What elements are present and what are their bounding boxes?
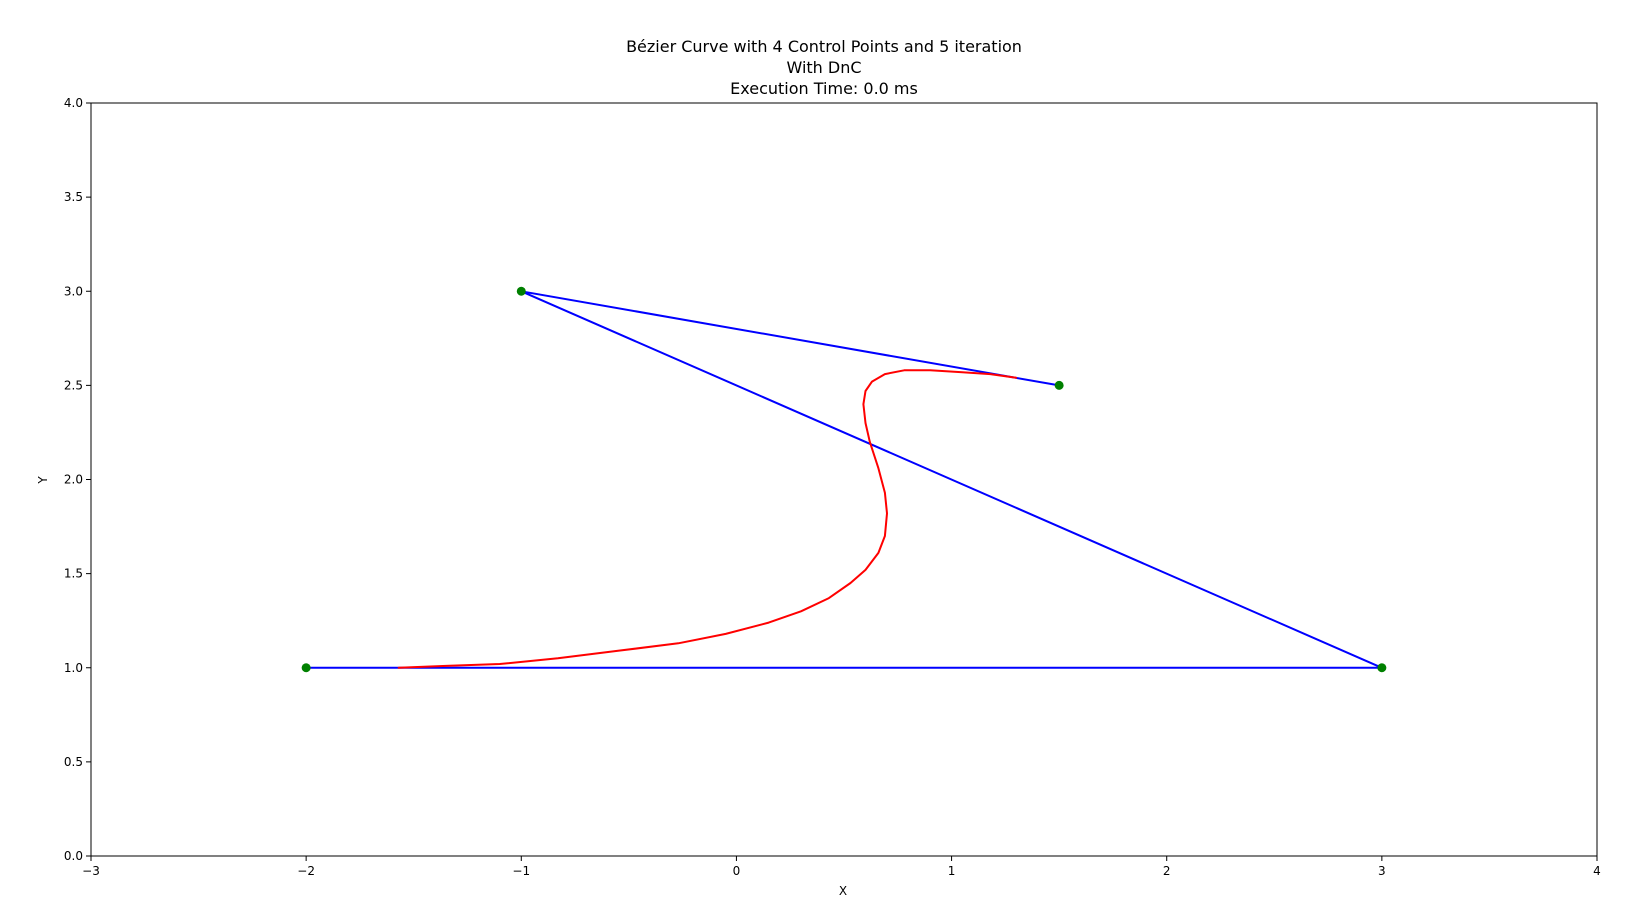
control-point-marker (1377, 663, 1387, 673)
y-tick-label: 2.0 (64, 473, 83, 487)
x-tick-label: 0 (733, 864, 741, 878)
x-tick-label: −1 (512, 864, 530, 878)
x-tick-label: 2 (1163, 864, 1171, 878)
y-tick-label: 4.0 (64, 96, 83, 110)
y-tick-label: 1.0 (64, 661, 83, 675)
x-tick-label: −3 (82, 864, 100, 878)
x-tick-label: 4 (1593, 864, 1601, 878)
plot-frame (90, 102, 1598, 857)
y-axis-label: Y (36, 476, 50, 485)
chart-title-line-3: Execution Time: 0.0 ms (730, 79, 918, 98)
y-tick-label: 0.5 (64, 755, 83, 769)
y-tick-label: 1.5 (64, 567, 83, 581)
x-tick-label: 3 (1378, 864, 1386, 878)
chart-title-line-2: With DnC (786, 58, 861, 77)
y-tick-label: 2.5 (64, 378, 83, 392)
x-tick-label: 1 (948, 864, 956, 878)
control-point-marker (516, 286, 526, 296)
x-axis-label: X (839, 884, 847, 898)
control-point-marker (301, 663, 311, 673)
y-axis: 0.0 0.5 1.0 1.5 2.0 2.5 3.0 3.5 4.0 (64, 96, 91, 863)
chart-title-line-1: Bézier Curve with 4 Control Points and 5… (626, 37, 1022, 56)
plot-area (301, 286, 1387, 673)
x-tick-label: −2 (297, 864, 315, 878)
bezier-curve-line (397, 369, 1018, 669)
control-polygon-line (305, 290, 1383, 669)
y-tick-label: 3.0 (64, 284, 83, 298)
control-point-marker (1054, 380, 1064, 390)
y-tick-label: 0.0 (64, 849, 83, 863)
y-tick-label: 3.5 (64, 190, 83, 204)
x-axis: −3 −2 −1 0 1 2 3 4 (82, 856, 1601, 878)
